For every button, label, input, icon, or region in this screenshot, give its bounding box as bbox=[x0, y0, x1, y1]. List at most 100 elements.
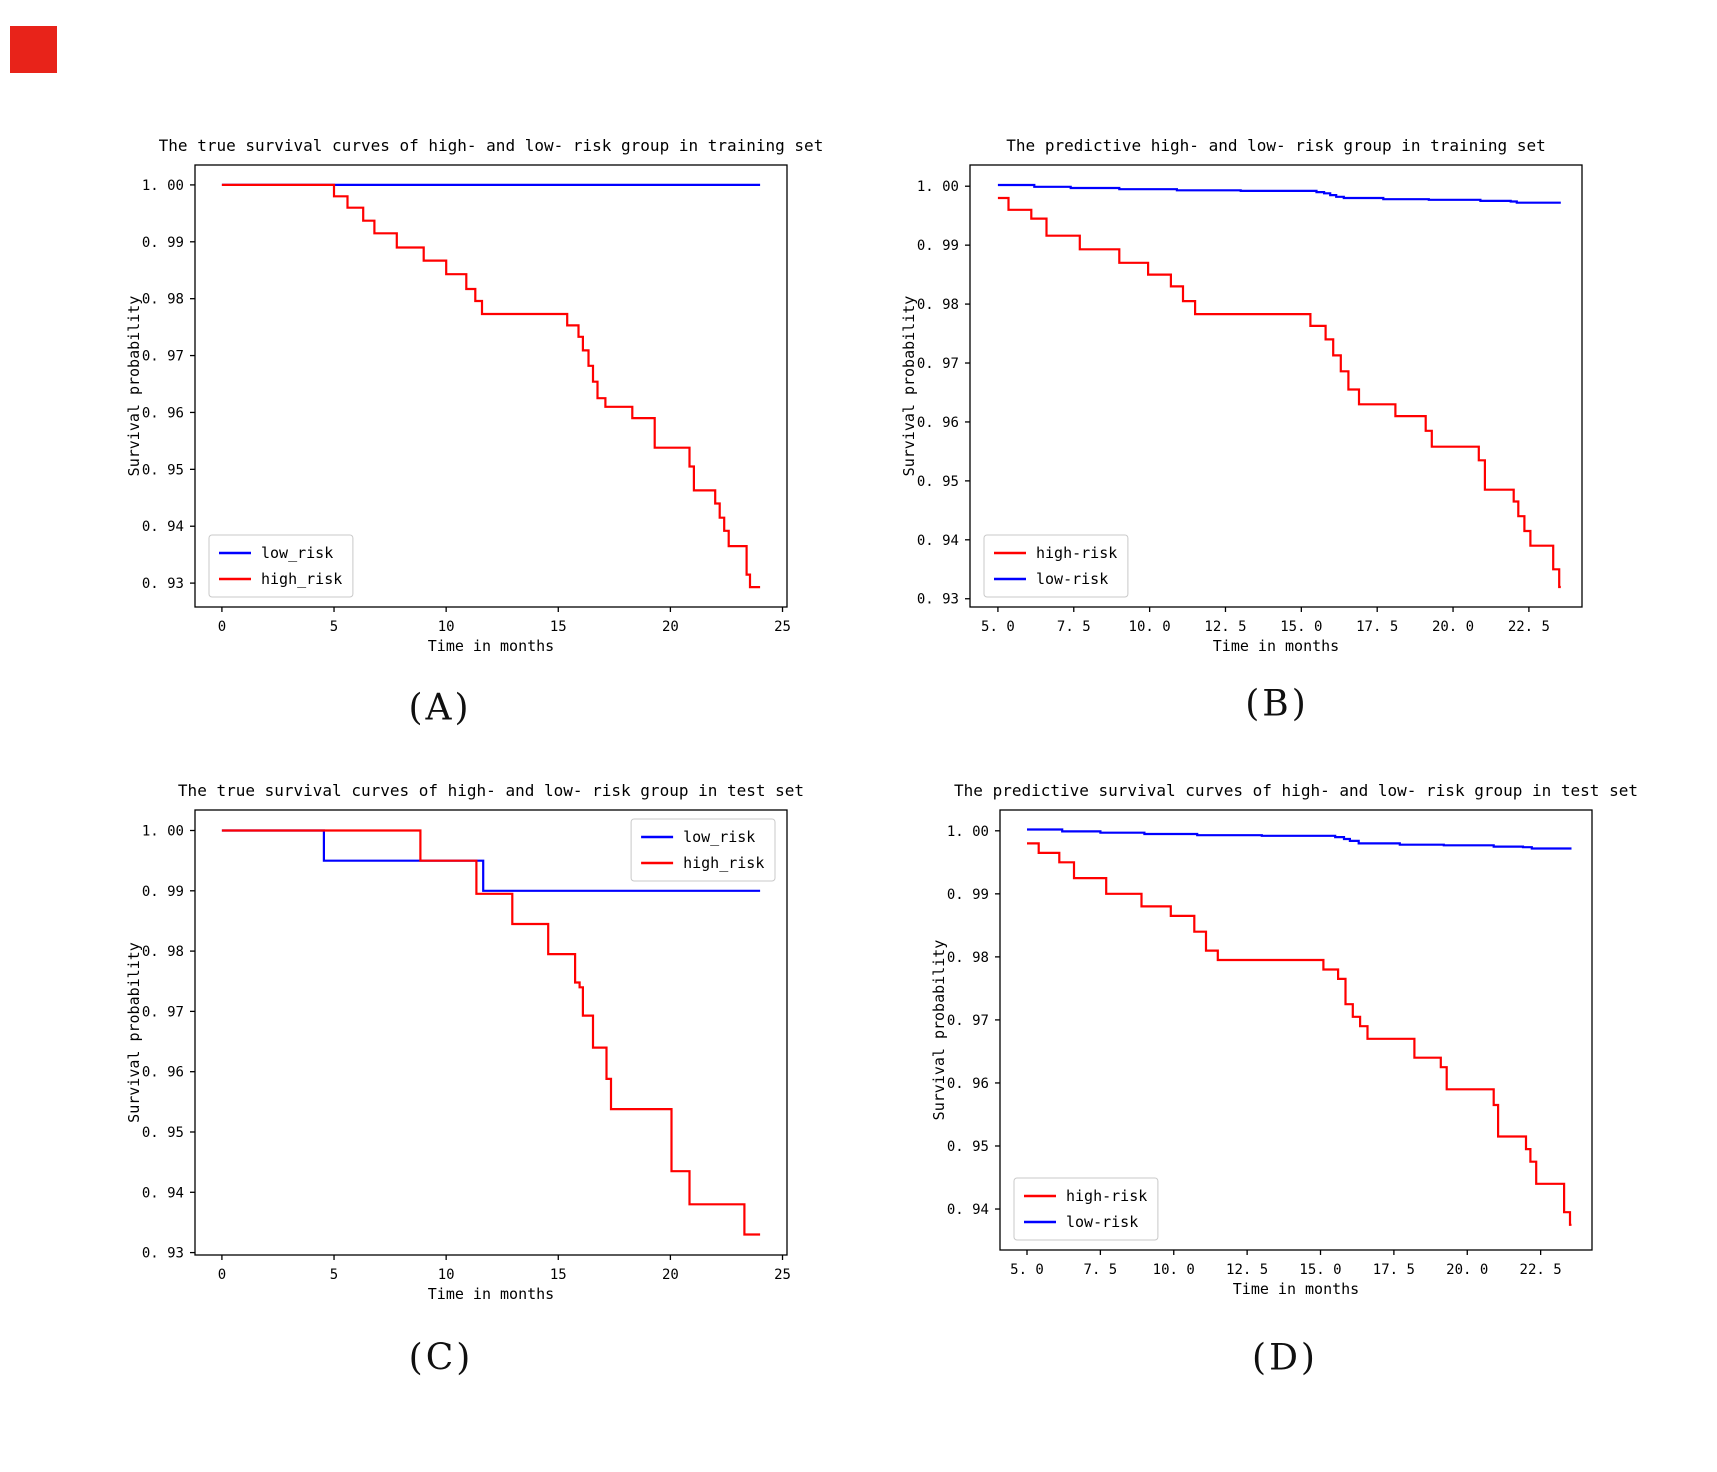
chart-d-ytick-label-6: 0. 94 bbox=[947, 1202, 989, 1218]
chart-d-yaxis-label: Survival probability bbox=[930, 940, 948, 1121]
chart-b-xtick-label-3: 12. 5 bbox=[1204, 619, 1246, 635]
chart-c-ytick-label-3: 0. 97 bbox=[142, 1004, 184, 1020]
chart-b-xtick-label-1: 7. 5 bbox=[1057, 619, 1091, 635]
chart-a-xtick-label-5: 25 bbox=[774, 619, 791, 635]
chart-b-xaxis-label: Time in months bbox=[1213, 637, 1339, 655]
caption-panel-a: (A) bbox=[408, 687, 472, 729]
chart-a-legend-box bbox=[208, 534, 354, 598]
chart-c-ytick-label-4: 0. 96 bbox=[142, 1065, 184, 1081]
chart-a-series-high-risk bbox=[221, 183, 761, 589]
chart-panel-c: The true survival curves of high- and lo… bbox=[125, 781, 804, 1303]
chart-c-yaxis-label: Survival probability bbox=[125, 942, 143, 1123]
chart-b-ytick-label-6: 0. 94 bbox=[917, 533, 959, 549]
chart-d-legend-label-0: high-risk bbox=[1066, 1187, 1147, 1205]
chart-a-ytick-label-5: 0. 95 bbox=[142, 462, 184, 478]
chart-d-ytick-label-4: 0. 96 bbox=[947, 1076, 989, 1092]
chart-a-ytick-label-3: 0. 97 bbox=[142, 349, 184, 365]
chart-c-title: The true survival curves of high- and lo… bbox=[178, 781, 804, 800]
chart-d-legend-box bbox=[1013, 1177, 1159, 1241]
chart-d-ytick-label-2: 0. 98 bbox=[947, 950, 989, 966]
caption-panel-b: (B) bbox=[1245, 683, 1309, 725]
chart-d-ytick-label-1: 0. 99 bbox=[947, 887, 989, 903]
chart-b-xtick-label-5: 17. 5 bbox=[1356, 619, 1398, 635]
chart-a-ytick-label-6: 0. 94 bbox=[142, 519, 184, 535]
chart-c-legend-box bbox=[630, 818, 776, 882]
chart-a-ytick-label-2: 0. 98 bbox=[142, 292, 184, 308]
chart-d-legend-label-1: low-risk bbox=[1066, 1213, 1138, 1231]
chart-c-frame bbox=[194, 809, 788, 1256]
chart-c-ytick-label-1: 0. 99 bbox=[142, 884, 184, 900]
chart-b-legend-label-1: low-risk bbox=[1036, 570, 1108, 588]
chart-d-xtick-label-7: 22. 5 bbox=[1520, 1262, 1562, 1278]
chart-b-ytick-label-1: 0. 99 bbox=[917, 238, 959, 254]
chart-b-ytick-label-3: 0. 97 bbox=[917, 356, 959, 372]
chart-a-ytick-label-1: 0. 99 bbox=[142, 235, 184, 251]
chart-d-xtick-label-3: 12. 5 bbox=[1226, 1262, 1268, 1278]
chart-d-xtick-label-2: 10. 0 bbox=[1153, 1262, 1195, 1278]
chart-d-ytick-label-3: 0. 97 bbox=[947, 1013, 989, 1029]
chart-b-ytick-label-0: 1. 00 bbox=[917, 179, 959, 195]
chart-b-series-high-risk bbox=[997, 196, 1561, 589]
chart-a-xtick-label-3: 15 bbox=[550, 619, 567, 635]
chart-a-ytick-label-0: 1. 00 bbox=[142, 178, 184, 194]
chart-a-xaxis-label: Time in months bbox=[428, 637, 554, 655]
chart-b-xtick-label-2: 10. 0 bbox=[1129, 619, 1171, 635]
chart-a-xtick-label-0: 0 bbox=[218, 619, 226, 635]
chart-a-xtick-label-1: 5 bbox=[330, 619, 338, 635]
chart-b-frame bbox=[969, 164, 1583, 608]
chart-d-xtick-label-4: 15. 0 bbox=[1299, 1262, 1341, 1278]
chart-d-ytick-label-0: 1. 00 bbox=[947, 824, 989, 840]
chart-c-xtick-label-4: 20 bbox=[662, 1267, 679, 1283]
chart-c-series-high-risk bbox=[221, 829, 761, 1236]
chart-b-title: The predictive high- and low- risk group… bbox=[1006, 136, 1545, 155]
chart-a-xtick-label-4: 20 bbox=[662, 619, 679, 635]
chart-c-ytick-label-7: 0. 93 bbox=[142, 1246, 184, 1262]
chart-panel-b: The predictive high- and low- risk group… bbox=[900, 136, 1583, 655]
chart-c-ytick-label-2: 0. 98 bbox=[142, 944, 184, 960]
chart-d-series-low-risk bbox=[1027, 828, 1572, 850]
chart-c-ytick-label-6: 0. 94 bbox=[142, 1185, 184, 1201]
chart-c-ytick-label-5: 0. 95 bbox=[142, 1125, 184, 1141]
chart-b-ytick-label-4: 0. 96 bbox=[917, 415, 959, 431]
chart-a-ytick-label-7: 0. 93 bbox=[142, 576, 184, 592]
chart-b-ytick-label-2: 0. 98 bbox=[917, 297, 959, 313]
chart-b-legend-box bbox=[983, 534, 1129, 598]
chart-c-xtick-label-1: 5 bbox=[330, 1267, 338, 1283]
chart-panel-d: The predictive survival curves of high- … bbox=[930, 781, 1638, 1298]
chart-b-xtick-label-6: 20. 0 bbox=[1432, 619, 1474, 635]
chart-d-series-high-risk bbox=[1027, 842, 1572, 1226]
chart-d-xtick-label-5: 17. 5 bbox=[1373, 1262, 1415, 1278]
chart-d-xtick-label-6: 20. 0 bbox=[1446, 1262, 1488, 1278]
chart-b-ytick-label-5: 0. 95 bbox=[917, 474, 959, 490]
chart-c-xaxis-label: Time in months bbox=[428, 1285, 554, 1303]
chart-b-legend-label-0: high-risk bbox=[1036, 544, 1117, 562]
chart-c-xtick-label-2: 10 bbox=[438, 1267, 455, 1283]
chart-c-legend-label-0: low_risk bbox=[683, 828, 755, 846]
chart-a-legend-label-0: low_risk bbox=[261, 544, 333, 562]
chart-a-frame bbox=[194, 164, 788, 608]
chart-a-title: The true survival curves of high- and lo… bbox=[159, 136, 824, 155]
caption-panel-c: (C) bbox=[408, 1337, 474, 1379]
chart-d-title: The predictive survival curves of high- … bbox=[954, 781, 1638, 800]
chart-c-ytick-label-0: 1. 00 bbox=[142, 824, 184, 840]
chart-d-xtick-label-1: 7. 5 bbox=[1084, 1262, 1118, 1278]
chart-a-yaxis-label: Survival probability bbox=[125, 296, 143, 477]
chart-b-xtick-label-7: 22. 5 bbox=[1508, 619, 1550, 635]
chart-panel-a: The true survival curves of high- and lo… bbox=[125, 136, 823, 655]
chart-b-xtick-label-0: 5. 0 bbox=[981, 619, 1015, 635]
chart-d-xaxis-label: Time in months bbox=[1233, 1280, 1359, 1298]
chart-a-ytick-label-4: 0. 96 bbox=[142, 405, 184, 421]
chart-b-ytick-label-7: 0. 93 bbox=[917, 592, 959, 608]
chart-b-xtick-label-4: 15. 0 bbox=[1280, 619, 1322, 635]
chart-b-yaxis-label: Survival probability bbox=[900, 296, 918, 477]
caption-panel-d: (D) bbox=[1252, 1337, 1318, 1379]
chart-a-legend-label-1: high_risk bbox=[261, 570, 342, 588]
red-corner-marker bbox=[10, 26, 57, 73]
chart-b-series-low-risk bbox=[997, 183, 1561, 204]
chart-c-xtick-label-0: 0 bbox=[218, 1267, 226, 1283]
chart-c-legend-label-1: high_risk bbox=[683, 854, 764, 872]
chart-d-xtick-label-0: 5. 0 bbox=[1010, 1262, 1044, 1278]
chart-a-xtick-label-2: 10 bbox=[438, 619, 455, 635]
